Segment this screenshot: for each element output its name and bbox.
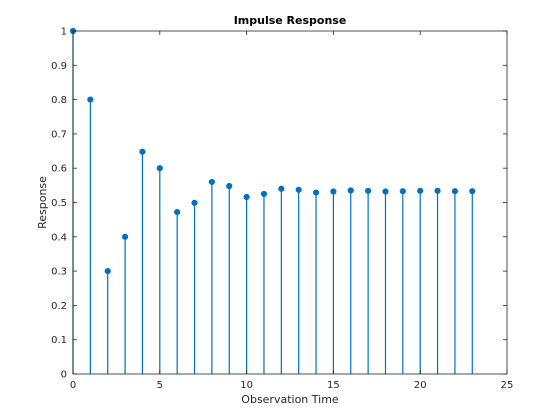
stem-marker xyxy=(121,233,129,240)
stem-marker xyxy=(399,188,406,195)
stem-marker xyxy=(295,186,302,193)
x-tick-label: 20 xyxy=(414,380,427,391)
y-tick-label: 0.1 xyxy=(51,335,67,346)
stem-marker xyxy=(469,188,476,195)
stem-marker xyxy=(208,178,215,186)
x-tick-label: 10 xyxy=(240,380,253,391)
stem-marker xyxy=(174,209,181,216)
y-tick-label: 0.9 xyxy=(51,61,67,72)
stem-marker xyxy=(191,199,198,206)
stem-markers xyxy=(69,27,476,275)
x-tick-label: 25 xyxy=(501,380,514,391)
stem-marker xyxy=(382,188,389,195)
stem-lines xyxy=(72,31,473,374)
y-axis-ticks: 0 0.1 0.2 0.3 0.4 0.5 0.6 0.7 0.8 0.9 1 xyxy=(51,27,507,381)
stem-marker xyxy=(104,268,111,275)
stem-marker xyxy=(312,189,320,196)
stem-marker xyxy=(87,96,94,103)
chart-title: Impulse Response xyxy=(234,14,347,27)
y-tick-label: 0.5 xyxy=(51,198,67,209)
y-tick-label: 0.6 xyxy=(51,164,67,175)
stem-marker xyxy=(226,182,233,190)
stem-marker xyxy=(451,188,459,195)
stem-marker xyxy=(156,165,163,172)
stem-marker xyxy=(330,188,337,195)
x-tick-label: 5 xyxy=(157,380,163,391)
stem-marker xyxy=(243,193,250,201)
y-tick-label: 0 xyxy=(61,370,67,381)
x-tick-label: 15 xyxy=(327,380,340,391)
y-tick-label: 0.3 xyxy=(51,267,67,278)
stem-marker xyxy=(417,187,424,194)
stem-marker xyxy=(347,187,354,194)
stem-marker xyxy=(365,187,372,194)
y-tick-label: 0.8 xyxy=(51,95,67,106)
stem-marker xyxy=(139,148,146,155)
x-axis-label: Observation Time xyxy=(241,393,339,406)
x-axis-ticks: 0 5 10 15 20 25 xyxy=(70,31,514,391)
y-tick-label: 0.7 xyxy=(51,129,67,140)
y-axis-label: Response xyxy=(36,176,49,229)
x-tick-label: 0 xyxy=(70,380,76,391)
plot-area xyxy=(73,31,507,374)
y-tick-label: 1 xyxy=(61,27,67,38)
stem-marker xyxy=(434,187,441,194)
stem-marker xyxy=(278,185,285,192)
stem-marker xyxy=(260,190,268,198)
y-tick-label: 0.4 xyxy=(51,232,67,243)
y-tick-label: 0.2 xyxy=(51,301,67,312)
